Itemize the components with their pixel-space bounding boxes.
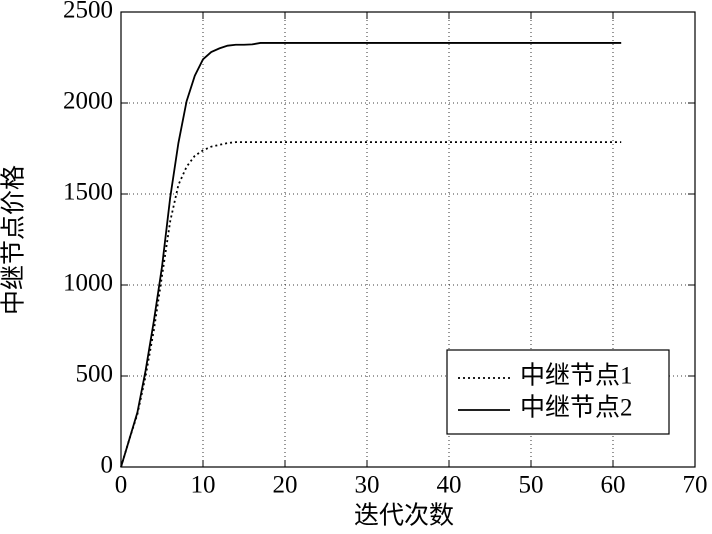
y-axis-label: 中继节点价格 (0, 165, 28, 315)
legend-label: 中继节点2 (520, 394, 633, 422)
x-axis-label: 迭代次数 (354, 502, 454, 530)
y-tick-label: 1000 (63, 270, 113, 297)
series-line (120, 141, 622, 468)
x-tick-label: 50 (519, 472, 544, 499)
x-tick-label: 10 (191, 472, 216, 499)
y-tick-label: 500 (76, 361, 114, 388)
x-tick-label: 40 (437, 472, 462, 499)
x-tick-label: 30 (355, 472, 380, 499)
plot-frame (120, 11, 696, 468)
legend-label: 中继节点1 (520, 362, 633, 390)
y-tick-label: 2500 (63, 0, 113, 24)
y-tick-label: 1500 (63, 179, 113, 206)
x-tick-label: 0 (115, 472, 128, 499)
x-tick-label: 70 (683, 472, 708, 499)
x-tick-label: 20 (273, 472, 298, 499)
y-tick-label: 0 (101, 452, 114, 479)
legend-box (446, 349, 670, 435)
y-tick-label: 2000 (63, 88, 113, 115)
x-tick-label: 60 (601, 472, 626, 499)
series-line (120, 42, 622, 468)
